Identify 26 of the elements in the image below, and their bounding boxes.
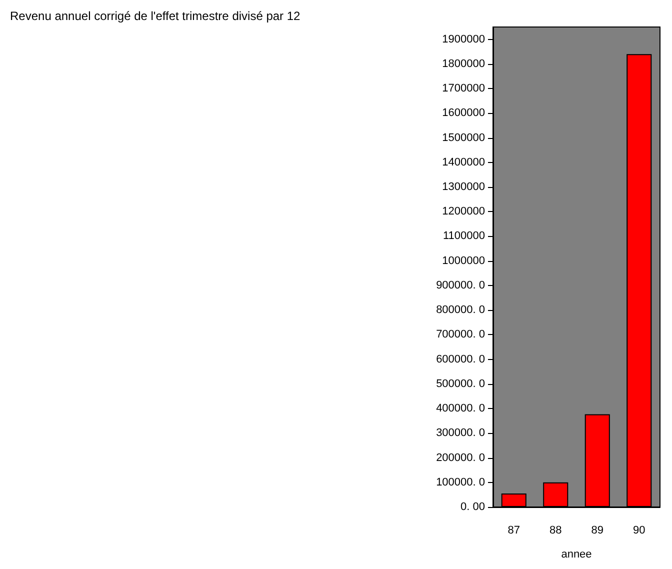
x-tick-label: 89 <box>591 524 604 536</box>
x-tick-label: 88 <box>550 524 562 536</box>
y-tick-label: 1200000 <box>442 206 485 218</box>
y-tick-label: 400000. 0 <box>436 402 485 415</box>
x-tick-label: 87 <box>508 524 520 536</box>
y-tick-label: 500000. 0 <box>436 378 485 390</box>
y-tick-label: 1900000 <box>442 33 485 46</box>
x-axis-title: annee <box>561 548 592 560</box>
y-tick-label: 100000. 0 <box>436 476 485 488</box>
y-tick-label: 1100000 <box>442 230 485 242</box>
text: Revenu annuel corrigé de l'effet trimestre divisé par 12 <box>10 9 301 23</box>
x-tick-label: 90 <box>633 524 646 536</box>
y-tick-label: 800000. 0 <box>436 304 485 316</box>
y-tick-label: 200000. 0 <box>436 452 485 464</box>
y-tick-label: 700000. 0 <box>436 328 485 341</box>
y-tick-label: 0. 00 <box>460 501 485 513</box>
y-tick-label: 1400000 <box>442 156 485 168</box>
y-tick-label: 1300000 <box>442 181 485 193</box>
y-tick-label: 600000. 0 <box>436 353 485 366</box>
y-tick-label: 1500000 <box>442 132 485 144</box>
y-tick-label: 1800000 <box>442 58 485 70</box>
y-tick-label: 1700000 <box>442 82 485 95</box>
y-tick-label: 300000. 0 <box>436 427 485 440</box>
y-tick-label: 1000000 <box>442 254 485 267</box>
y-tick-label: 1600000 <box>442 107 485 120</box>
y-tick-label: 900000. 0 <box>436 279 485 292</box>
